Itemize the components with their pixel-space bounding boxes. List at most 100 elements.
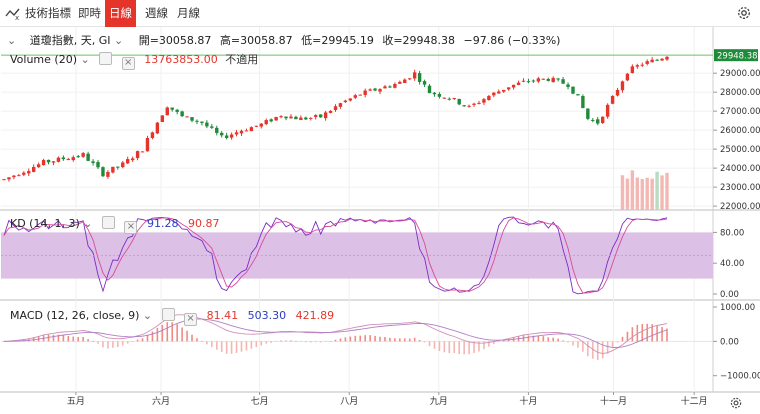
candle-body: [215, 127, 219, 133]
macd-histogram-bar: [92, 341, 94, 342]
candle-body: [492, 92, 496, 96]
tab-daily[interactable]: 日線: [105, 0, 136, 27]
candle-body: [309, 117, 313, 119]
macd-histogram-bar: [438, 341, 441, 351]
candle-body: [22, 172, 26, 175]
candle-body: [249, 127, 254, 132]
macd-histogram-bar: [191, 334, 193, 342]
x-tick-label: 八月: [340, 396, 358, 407]
macd-label[interactable]: MACD (12, 26, close, 9): [10, 309, 140, 322]
candle-body: [264, 120, 268, 125]
macd-histogram-bar: [201, 341, 203, 342]
close-icon[interactable]: ×: [184, 313, 198, 326]
candle-body: [591, 119, 595, 121]
close-icon[interactable]: ×: [124, 221, 138, 234]
indicators-button[interactable]: 技術指標: [25, 6, 71, 20]
close-icon[interactable]: ×: [121, 57, 135, 70]
volume-legend: Volume (20) ⌄ × 13763853.00 不適用: [10, 52, 259, 70]
macd-histogram-bar: [542, 336, 545, 342]
tab-monthly[interactable]: 月線: [177, 6, 200, 20]
main-legend: ⌄ 道瓊指數, 天, GI ⌄ 開=30058.87 高=30058.87 低=…: [7, 34, 561, 47]
candle-body: [289, 116, 293, 119]
gear-icon[interactable]: [736, 5, 752, 21]
volume-label[interactable]: Volume (20): [10, 53, 77, 66]
macd-histogram-bar: [493, 341, 495, 345]
candle-body: [140, 151, 145, 153]
candle-body: [536, 78, 541, 82]
macd-histogram-bar: [547, 337, 550, 342]
candle-body: [650, 59, 654, 63]
collapse-icon[interactable]: ⌄: [7, 34, 17, 47]
k-line: [3, 216, 668, 295]
visibility-icon[interactable]: [99, 52, 113, 65]
candle-body: [417, 73, 422, 82]
candle-body: [36, 164, 41, 168]
candle-body: [175, 109, 179, 112]
candle-body: [323, 112, 328, 119]
volume-bar: [655, 171, 659, 210]
macd-histogram-bar: [458, 341, 460, 355]
volume-bar: [635, 177, 640, 210]
candle-body: [462, 105, 466, 107]
candle-body: [27, 171, 31, 174]
signal-line: [4, 318, 668, 348]
symbol-label[interactable]: 道瓊指數, 天, GI: [29, 34, 111, 47]
volume-bar: [645, 177, 649, 210]
macd-histogram-bar: [329, 341, 332, 342]
indicators-icon[interactable]: x: [5, 7, 21, 20]
macd-histogram-bar: [344, 337, 347, 342]
candle-body: [640, 64, 644, 66]
y-tick-label: 24000.00: [720, 164, 760, 174]
last-price-badge: [714, 49, 758, 62]
macd-histogram-bar: [186, 330, 188, 342]
macd-histogram-bar: [413, 337, 416, 342]
candle-body: [338, 103, 343, 107]
macd-histogram-bar: [107, 341, 109, 349]
macd-histogram-bar: [156, 327, 159, 342]
candle-body: [343, 100, 348, 103]
y-tick-label: −1000.00: [720, 372, 760, 382]
close-label: 收: [382, 34, 394, 47]
candle-body: [398, 81, 402, 84]
high-value: =30058.87: [230, 34, 293, 47]
macd-histogram-bar: [240, 341, 243, 352]
macd-histogram-bar: [72, 336, 75, 342]
macd-histogram-bar: [314, 341, 317, 343]
volume-bar: [640, 179, 644, 210]
candle-body: [516, 82, 521, 85]
candle-body: [393, 83, 397, 88]
candle-body: [615, 90, 620, 96]
visibility-icon[interactable]: [101, 216, 115, 229]
candle-body: [531, 80, 536, 82]
y-tick-label: 80.00: [720, 228, 744, 238]
candle-body: [487, 95, 491, 101]
macd-histogram-bar: [354, 335, 357, 342]
macd-histogram-bar: [359, 335, 362, 342]
kd-label[interactable]: KD (14, 1, 3): [10, 217, 80, 230]
candle-body: [511, 84, 516, 88]
candle-body: [506, 87, 511, 90]
gear-icon[interactable]: [729, 396, 743, 410]
toolbar: x 技術指標 即時 日線 週線 月線: [0, 0, 760, 27]
macd-histogram-bar: [443, 341, 446, 353]
candle-body: [620, 81, 625, 91]
macd-histogram-bar: [369, 335, 371, 342]
visibility-icon[interactable]: [161, 308, 175, 321]
macd-histogram-bar: [621, 336, 624, 342]
candle-body: [447, 98, 451, 100]
candle-body: [2, 179, 6, 181]
candle-body: [314, 115, 318, 117]
macd-hist-value: 81.41: [206, 309, 239, 322]
candle-body: [165, 107, 169, 116]
y-tick-label: 26000.00: [720, 126, 760, 136]
macd-histogram-bar: [601, 341, 604, 359]
kd-lines: [1, 216, 713, 295]
macd-histogram-bar: [285, 340, 287, 342]
y-tick-label: 28000.00: [720, 88, 760, 98]
macd-histogram-bar: [324, 341, 327, 342]
macd-histogram-bar: [166, 322, 169, 342]
tab-weekly[interactable]: 週線: [145, 6, 168, 20]
candle-body: [655, 59, 659, 61]
macd-histogram-bar: [220, 341, 223, 352]
tab-realtime[interactable]: 即時: [78, 6, 101, 20]
